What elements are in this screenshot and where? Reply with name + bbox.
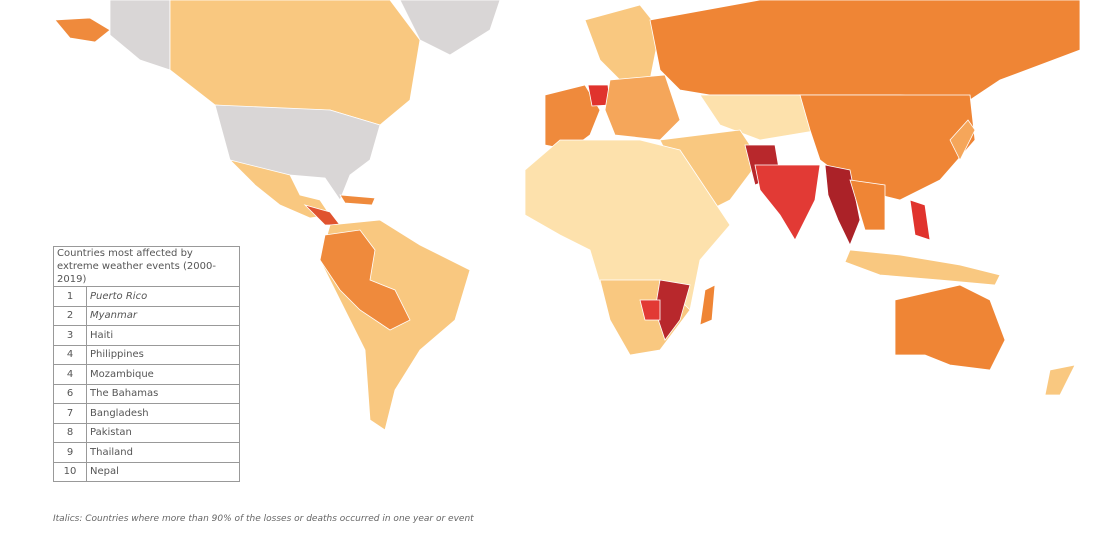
- madagascar: [699, 284, 716, 326]
- japan: [949, 119, 976, 161]
- central-asia: [699, 94, 821, 141]
- indonesia: [844, 249, 1001, 286]
- country-cell: Pakistan: [86, 422, 240, 443]
- country-cell: Nepal: [86, 461, 240, 482]
- table-row: 2 Myanmar: [53, 305, 240, 326]
- caribbean: [339, 194, 376, 206]
- table-row: 7 Bangladesh: [53, 403, 240, 424]
- zimbabwe: [639, 299, 661, 321]
- footnote: Italics: Countries where more than 90% o…: [53, 514, 474, 524]
- rank-cell: 4: [53, 364, 87, 385]
- europe-west: [544, 84, 601, 151]
- rank-cell: 7: [53, 403, 87, 424]
- country-cell: Haiti: [86, 325, 240, 346]
- australia: [894, 284, 1006, 371]
- country-cell: Myanmar: [86, 305, 240, 326]
- rank-cell: 2: [53, 305, 87, 326]
- india: [754, 164, 821, 241]
- china: [799, 94, 976, 201]
- country-cell: Puerto Rico: [86, 286, 240, 307]
- rank-cell: 8: [53, 422, 87, 443]
- table-header-row: Countries most affected by extreme weath…: [53, 246, 240, 287]
- rank-cell: 9: [53, 442, 87, 463]
- yukon-gray: [109, 0, 171, 71]
- russia: [649, 0, 1081, 101]
- new-zealand: [1044, 364, 1076, 396]
- rank-cell: 10: [53, 461, 87, 482]
- andes: [319, 229, 411, 331]
- alaska: [54, 17, 111, 43]
- ranking-table: Countries most affected by extreme weath…: [53, 246, 240, 482]
- table-row: 10 Nepal: [53, 461, 240, 482]
- table-row: 4 Philippines: [53, 344, 240, 365]
- canada: [169, 0, 421, 126]
- table-row: 4 Mozambique: [53, 364, 240, 385]
- usa: [214, 104, 381, 201]
- europe-east: [604, 74, 681, 141]
- rank-cell: 1: [53, 286, 87, 307]
- europe-north: [584, 4, 661, 81]
- country-cell: Philippines: [86, 344, 240, 365]
- table-row: 3 Haiti: [53, 325, 240, 346]
- table-row: 1 Puerto Rico: [53, 286, 240, 307]
- country-cell: The Bahamas: [86, 383, 240, 404]
- philippines: [909, 199, 931, 241]
- southeast-asia: [849, 179, 886, 231]
- country-cell: Mozambique: [86, 364, 240, 385]
- table-title: Countries most affected by extreme weath…: [53, 246, 240, 287]
- rank-cell: 3: [53, 325, 87, 346]
- rank-cell: 6: [53, 383, 87, 404]
- rank-cell: 4: [53, 344, 87, 365]
- table-row: 9 Thailand: [53, 442, 240, 463]
- country-cell: Bangladesh: [86, 403, 240, 424]
- country-cell: Thailand: [86, 442, 240, 463]
- greenland: [399, 0, 501, 56]
- table-row: 8 Pakistan: [53, 422, 240, 443]
- table-row: 6 The Bahamas: [53, 383, 240, 404]
